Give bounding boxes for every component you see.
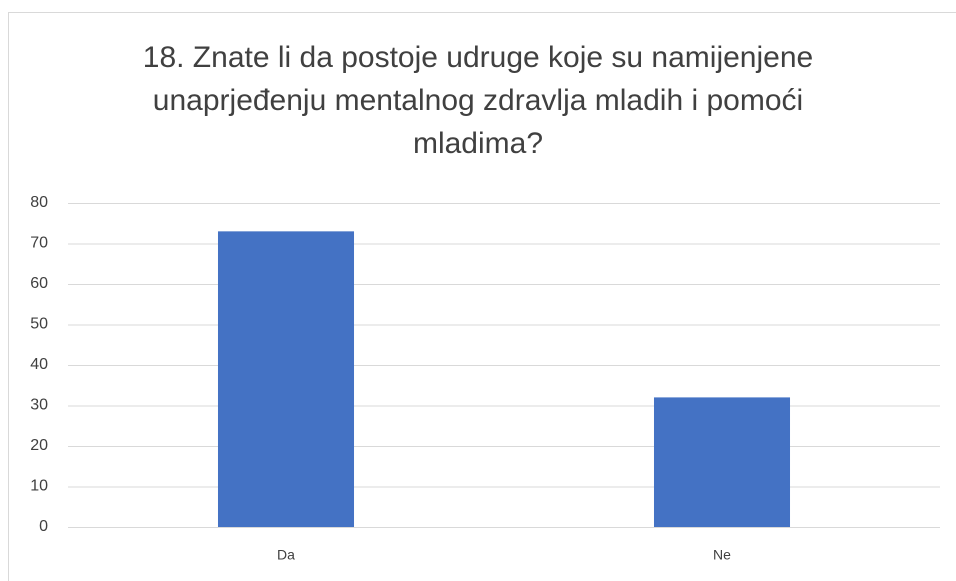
- x-tick-label: Ne: [713, 547, 731, 563]
- y-tick-label: 80: [30, 194, 48, 211]
- chart-border: [8, 12, 956, 581]
- y-tick-label: 20: [30, 437, 48, 454]
- y-tick-label: 50: [30, 316, 48, 333]
- chart-title: 18. Znate li da postoje udruge koje su n…: [142, 41, 814, 160]
- y-tick-label: 10: [30, 478, 48, 495]
- bar: [653, 397, 791, 527]
- bar: [217, 231, 355, 527]
- y-tick-label: 30: [30, 397, 48, 414]
- y-tick-label: 70: [30, 235, 48, 252]
- y-tick-label: 0: [39, 518, 48, 535]
- y-tick-label: 40: [30, 356, 48, 373]
- y-tick-label: 60: [30, 275, 48, 292]
- x-tick-label: Da: [277, 547, 295, 563]
